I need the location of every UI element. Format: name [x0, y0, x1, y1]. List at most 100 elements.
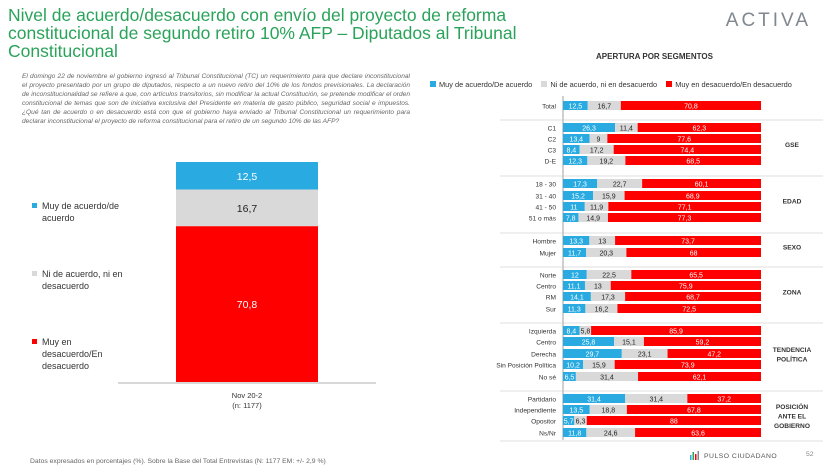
segment-bar [563, 179, 598, 188]
segment-value-label: 5,7 [564, 419, 574, 426]
legend-label: Ni de acuerdo, ni en desacuerdo [550, 80, 658, 89]
segment-value-label: 20,3 [599, 251, 613, 258]
segment-value-label: 29,7 [586, 352, 600, 359]
segment-value-label: 22,5 [602, 273, 616, 280]
segment-value-label: 16,7 [597, 104, 611, 111]
legend-item-agree: Muy de acuerdo/De acuerdo [430, 80, 532, 89]
segment-bar [563, 281, 585, 290]
brand-name: PULSO CIUDADANO [704, 453, 778, 460]
group-label: GSE [785, 142, 800, 149]
segment-value-label: 68,7 [686, 295, 700, 302]
segment-value-label: 77,6 [677, 137, 691, 144]
segment-value-label: 16,2 [595, 307, 609, 314]
segment-bar [687, 394, 761, 403]
segment-value-label: 10,2 [566, 363, 580, 370]
segment-value-label: 18,8 [601, 408, 615, 415]
row-label: C1 [548, 126, 557, 133]
row-label: Sin Posición Política [496, 363, 556, 370]
segment-value-label: 68 [690, 251, 698, 258]
segment-value-label: 68,5 [686, 159, 700, 166]
segment-bar [589, 405, 627, 414]
segment-bar [615, 236, 761, 245]
segment-bar [563, 326, 580, 335]
main-bar-value-label: 12,5 [237, 171, 258, 183]
row-label: Izquierda [529, 329, 556, 336]
segment-value-label: 15,2 [571, 194, 585, 201]
legend-label: Muy en desacuerdo/En desacuerdo [675, 80, 792, 89]
main-bar-segment [176, 162, 318, 190]
segment-bar [587, 101, 621, 110]
group-label: SEXO [783, 245, 801, 252]
segment-value-label: 14,9 [586, 216, 600, 223]
segment-value-label: 31,4 [587, 397, 601, 404]
segment-bar [626, 405, 761, 414]
segment-bar [610, 281, 761, 290]
segment-value-label: 77,1 [678, 205, 692, 212]
segment-value-label: 13,3 [569, 239, 583, 246]
row-label: D-E [545, 159, 557, 166]
segment-bar [637, 123, 761, 132]
row-label: Total [542, 104, 556, 111]
segment-value-label: 13 [598, 239, 606, 246]
row-label: Hombre [533, 239, 557, 246]
segment-bar [587, 156, 626, 165]
segment-bar [586, 270, 632, 279]
main-bar-value-label: 16,7 [237, 203, 258, 215]
segment-bar [584, 202, 609, 211]
segment-value-label: 11,1 [567, 284, 580, 291]
segment-bar [563, 236, 590, 245]
segment-value-label: 17,3 [573, 182, 587, 189]
segment-bar [563, 202, 585, 211]
segment-bar [563, 213, 579, 222]
segment-value-label: 15,9 [602, 194, 616, 201]
legend-item-disagree: Muy en desacuerdo/En desacuerdo [666, 80, 792, 89]
segment-bar [563, 145, 580, 154]
segment-value-label: 68,9 [686, 194, 700, 201]
legend-swatch [32, 203, 37, 208]
segment-value-label: 31,4 [600, 375, 614, 382]
x-axis-tick-label: Nov 20-2 [232, 391, 262, 400]
segment-bar [579, 145, 614, 154]
segment-bar [585, 304, 618, 313]
segment-bar [620, 101, 761, 110]
segment-bar [563, 428, 587, 437]
legend-swatch [32, 271, 37, 276]
segment-value-label: 11,3 [568, 307, 581, 314]
segment-bar [586, 248, 627, 257]
segment-bar [593, 191, 625, 200]
segment-value-label: 73,7 [681, 239, 695, 246]
segment-value-label: 31,4 [649, 397, 663, 404]
segment-bar [625, 156, 761, 165]
segment-value-label: 8,4 [566, 329, 576, 336]
row-label: C3 [548, 148, 557, 155]
row-label: 18 - 30 [535, 182, 556, 189]
segment-bar [607, 134, 761, 143]
segment-value-label: 12 [571, 273, 579, 280]
segment-bar [563, 101, 588, 110]
segment-value-label: 17,2 [590, 148, 604, 155]
segment-value-label: 24,6 [604, 431, 618, 438]
segment-bar [597, 179, 643, 188]
pulso-logo-icon [690, 451, 700, 462]
segment-value-label: 12,5 [569, 104, 583, 111]
group-label: POSICIÓN [776, 402, 808, 411]
segment-value-label: 63,6 [691, 431, 705, 438]
segment-value-label: 6,5 [565, 375, 575, 382]
segment-value-label: 75,9 [679, 284, 693, 291]
segment-bar [563, 394, 626, 403]
segment-value-label: 11,7 [568, 251, 581, 258]
segment-bar [584, 281, 611, 290]
legend-label: Muy en desacuerdo/En desacuerdo [42, 337, 103, 371]
segment-bar [579, 326, 592, 335]
legend-item-neutral: Ni de acuerdo, ni en desacuerdo [541, 80, 657, 89]
segment-bar [563, 349, 622, 358]
segment-value-label: 60,1 [695, 182, 709, 189]
segment-bar [563, 292, 591, 301]
segment-bar [638, 372, 761, 381]
segment-value-label: 62,3 [693, 126, 707, 133]
segment-value-label: 70,8 [684, 104, 698, 111]
segment-bar [563, 123, 616, 132]
segment-value-label: 74,4 [681, 148, 695, 155]
footer-note: Datos expresados en porcentajes (%). Sob… [30, 458, 326, 465]
